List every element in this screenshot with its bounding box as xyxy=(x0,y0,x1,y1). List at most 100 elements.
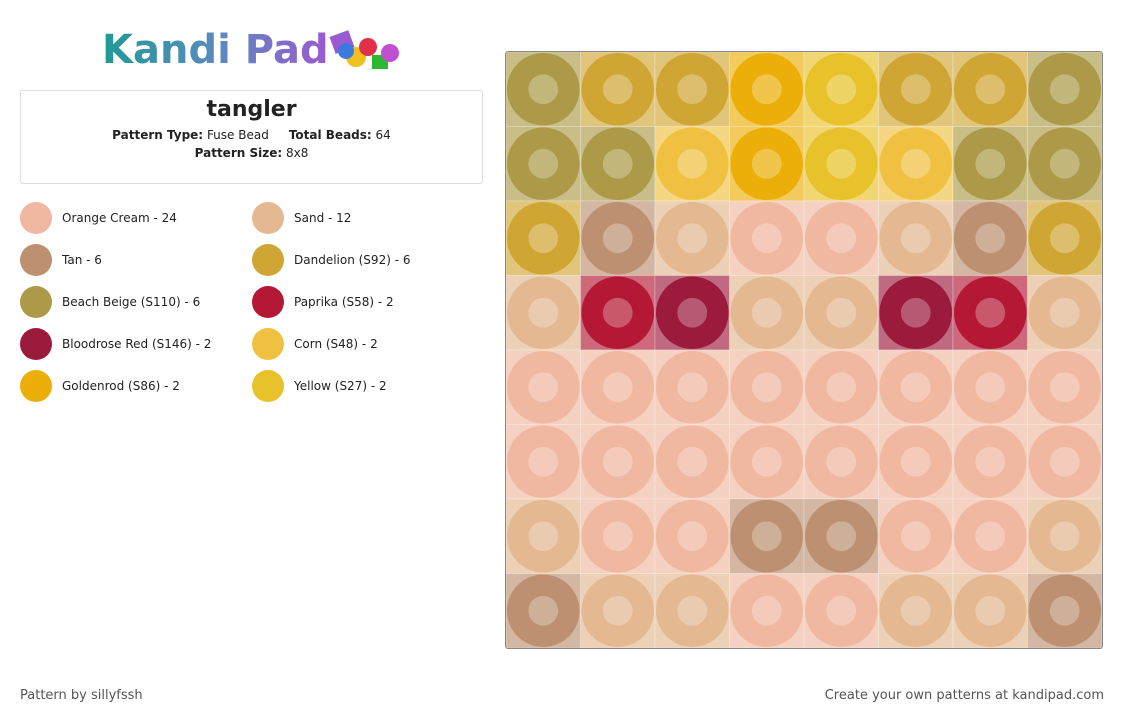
bead-hole xyxy=(826,595,857,626)
bead xyxy=(506,52,580,126)
bead xyxy=(730,201,804,275)
bead-hole xyxy=(528,372,559,403)
bead xyxy=(506,350,580,424)
bead-hole xyxy=(751,595,782,626)
bead-hole xyxy=(528,595,559,626)
bead xyxy=(1028,499,1102,573)
bead xyxy=(953,127,1027,201)
footer-link[interactable]: Create your own patterns at kandipad.com xyxy=(824,688,1104,703)
bead-hole xyxy=(1049,223,1080,254)
bead xyxy=(879,201,953,275)
bead xyxy=(804,52,878,126)
bead-hole xyxy=(900,372,931,403)
bead-hole xyxy=(1049,595,1080,626)
bead-hole xyxy=(826,223,857,254)
bead-hole xyxy=(975,148,1006,179)
bead xyxy=(804,201,878,275)
bead-hole xyxy=(1049,446,1080,477)
bead-grid xyxy=(505,51,1103,649)
bead-hole xyxy=(602,74,633,105)
bead xyxy=(581,425,655,499)
bead-hole xyxy=(826,297,857,328)
legend-label: Tan - 6 xyxy=(62,253,102,267)
bead-hole xyxy=(751,521,782,552)
bead-hole xyxy=(826,521,857,552)
bead xyxy=(879,499,953,573)
swatch xyxy=(20,202,52,234)
bead xyxy=(1028,201,1102,275)
bead-hole xyxy=(975,372,1006,403)
bead-hole xyxy=(528,148,559,179)
bead-hole xyxy=(900,595,931,626)
bead xyxy=(1028,350,1102,424)
icon xyxy=(381,44,399,62)
bead xyxy=(581,127,655,201)
bead-hole xyxy=(975,74,1006,105)
bead-hole xyxy=(900,297,931,328)
bead-hole xyxy=(602,595,633,626)
bead xyxy=(730,127,804,201)
bead xyxy=(1028,276,1102,350)
bead xyxy=(655,499,729,573)
bead-hole xyxy=(602,521,633,552)
legend-item: Orange Cream - 24 xyxy=(20,202,177,234)
bead-hole xyxy=(1049,74,1080,105)
bead-hole xyxy=(751,372,782,403)
bead xyxy=(655,574,729,648)
legend-label: Dandelion (S92) - 6 xyxy=(294,253,411,267)
bead xyxy=(581,574,655,648)
bead xyxy=(879,425,953,499)
bead xyxy=(506,499,580,573)
bead-hole xyxy=(677,148,708,179)
bead xyxy=(655,52,729,126)
swatch xyxy=(20,286,52,318)
legend-item: Dandelion (S92) - 6 xyxy=(252,244,410,276)
bead-hole xyxy=(602,446,633,477)
label: Pattern Type: xyxy=(112,128,204,142)
bead-hole xyxy=(677,595,708,626)
bead-hole xyxy=(975,297,1006,328)
bead xyxy=(730,574,804,648)
bead-hole xyxy=(900,74,931,105)
bead xyxy=(506,574,580,648)
bead-hole xyxy=(826,372,857,403)
legend-item: Sand - 12 xyxy=(252,202,351,234)
swatch xyxy=(252,286,284,318)
bead-hole xyxy=(528,74,559,105)
bead xyxy=(581,52,655,126)
bead xyxy=(804,574,878,648)
bead xyxy=(879,127,953,201)
logo-text: Kandi Pad xyxy=(102,27,329,73)
bead xyxy=(879,276,953,350)
logo[interactable]: Kandi Pad xyxy=(100,25,410,75)
cell-edge xyxy=(1027,573,1102,648)
bead-hole xyxy=(751,446,782,477)
legend-item: Yellow (S27) - 2 xyxy=(252,370,387,402)
bead-hole xyxy=(751,74,782,105)
bead-hole xyxy=(900,148,931,179)
bead xyxy=(1028,52,1102,126)
bead xyxy=(804,499,878,573)
bead xyxy=(953,201,1027,275)
bead-hole xyxy=(975,446,1006,477)
bead xyxy=(506,425,580,499)
info-card: tangler Pattern Type: Fuse Bead Total Bea… xyxy=(20,90,483,184)
legend-label: Beach Beige (S110) - 6 xyxy=(62,295,201,309)
bead xyxy=(655,127,729,201)
bead-hole xyxy=(677,446,708,477)
legend-label: Paprika (S58) - 2 xyxy=(294,295,394,309)
legend-item: Beach Beige (S110) - 6 xyxy=(20,286,200,318)
swatch xyxy=(20,244,52,276)
swatch xyxy=(252,202,284,234)
legend-item: Tan - 6 xyxy=(20,244,102,276)
swatch xyxy=(252,328,284,360)
bead-hole xyxy=(751,148,782,179)
footer-credit: Pattern by sillyfssh xyxy=(20,688,143,703)
legend-label: Bloodrose Red (S146) - 2 xyxy=(62,337,212,351)
bead xyxy=(953,425,1027,499)
bead xyxy=(506,201,580,275)
bead-hole xyxy=(900,223,931,254)
bead xyxy=(655,350,729,424)
legend-label: Orange Cream - 24 xyxy=(62,211,177,225)
legend-label: Corn (S48) - 2 xyxy=(294,337,378,351)
